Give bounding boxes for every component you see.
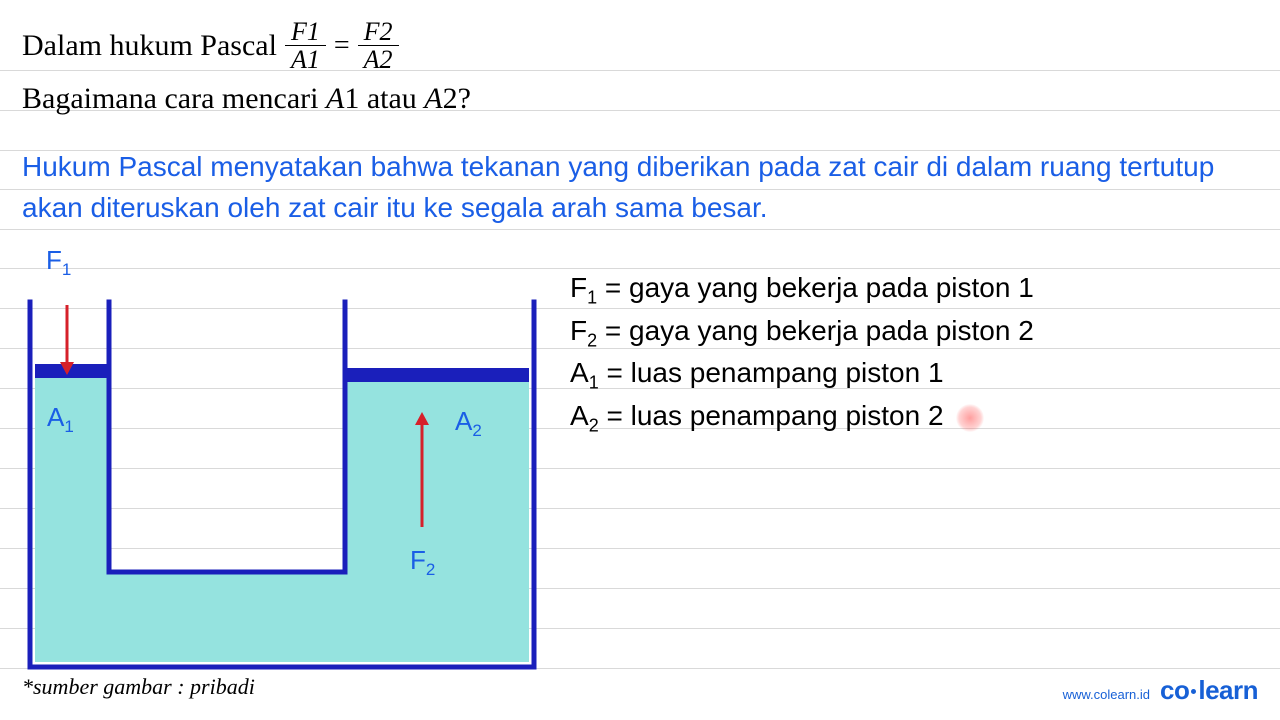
dot-icon: [1191, 689, 1196, 694]
canvas: Dalam hukum Pascal F1 A1 = F2 A2 Bagaima…: [0, 0, 1280, 720]
frac1-den: A1: [285, 45, 326, 73]
brand-footer: www.colearn.id colearn: [1063, 675, 1258, 706]
fraction-1: F1 A1: [285, 18, 326, 74]
legend-a1: A1 = luas penampang piston 1: [570, 353, 1034, 396]
legend-f1: F1 = gaya yang bekerja pada piston 1: [570, 268, 1034, 311]
frac2-num: F2: [360, 18, 397, 45]
source-note: *sumber gambar : pribadi: [22, 674, 255, 700]
frac2-den: A2: [358, 45, 399, 73]
question-line-1: Dalam hukum Pascal F1 A1 = F2 A2: [22, 18, 1258, 74]
frac1-num: F1: [287, 18, 324, 45]
fraction-2: F2 A2: [358, 18, 399, 74]
brand-logo: colearn: [1160, 675, 1258, 706]
brand-url: www.colearn.id: [1063, 687, 1150, 702]
question-block: Dalam hukum Pascal F1 A1 = F2 A2 Bagaima…: [22, 18, 1258, 116]
question-prefix: Dalam hukum Pascal: [22, 29, 277, 63]
cursor-highlight-icon: [956, 404, 984, 432]
svg-text:F1: F1: [46, 247, 71, 279]
legend-f2: F2 = gaya yang bekerja pada piston 2: [570, 311, 1034, 354]
hydraulic-diagram: F1A1A2F2: [22, 247, 542, 667]
question-line-2: Bagaimana cara mencari A1 atau A2?: [22, 82, 1258, 116]
equals-sign: =: [334, 30, 350, 62]
diagram-svg: F1A1A2F2: [22, 247, 542, 687]
pascal-definition: Hukum Pascal menyatakan bahwa tekanan ya…: [22, 147, 1258, 228]
